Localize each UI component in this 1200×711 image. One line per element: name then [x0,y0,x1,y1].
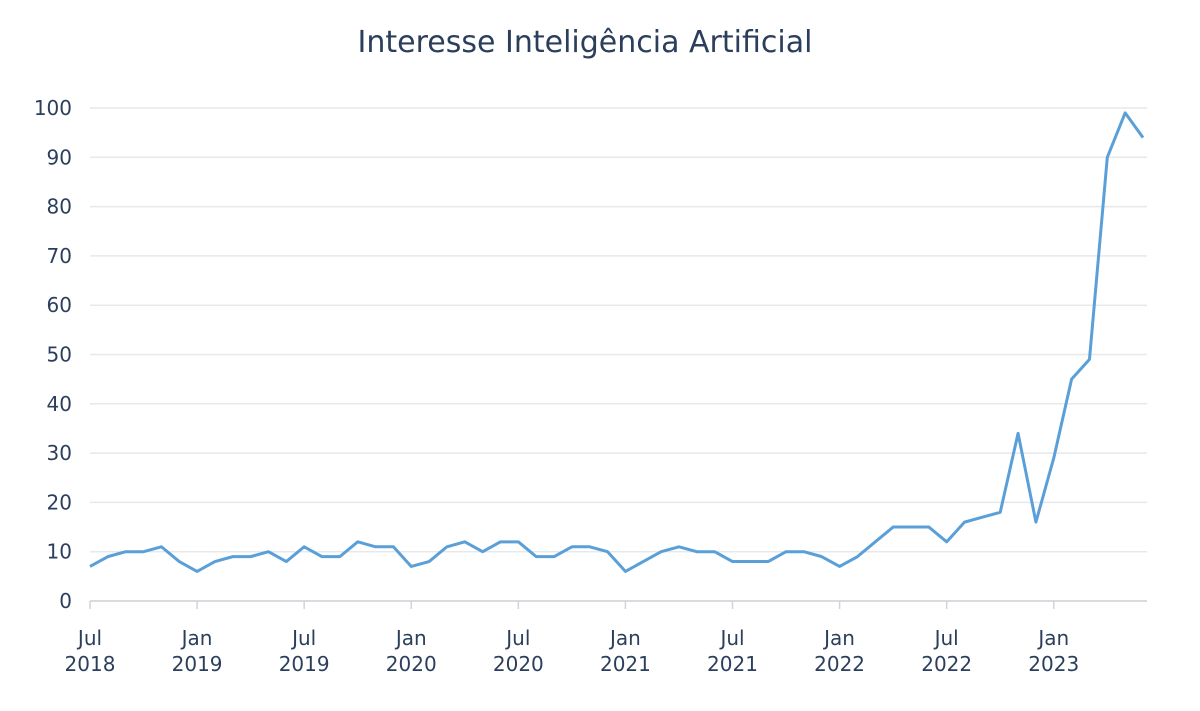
y-tick-label: 100 [34,96,72,120]
y-tick-label: 50 [47,343,72,367]
x-tick-label: 2020 [493,652,544,676]
y-tick-label: 0 [59,589,72,613]
x-tick-label: 2019 [172,652,223,676]
y-tick-label: 20 [47,490,72,514]
y-tick-label: 70 [47,244,72,268]
y-tick-label: 30 [47,441,72,465]
x-tick-label: 2018 [65,652,116,676]
y-tick-label: 40 [47,392,72,416]
x-tick-label: Jul [290,626,316,650]
x-tick-label: Jan [180,626,213,650]
x-tick-label: Jan [394,626,427,650]
x-tick-label: 2021 [707,652,758,676]
x-tick-label: Jul [504,626,530,650]
y-tick-label: 60 [47,293,72,317]
chart-title: Interesse Inteligência Artificial [358,25,813,60]
y-tick-label: 80 [47,195,72,219]
x-tick-label: Jan [822,626,855,650]
x-tick-label: 2019 [279,652,330,676]
x-tick-label: 2020 [386,652,437,676]
x-tick-label: 2023 [1028,652,1079,676]
y-tick-label: 10 [47,540,72,564]
data-line [89,111,1145,573]
x-tick-label: Jul [76,626,102,650]
x-tick-label: 2022 [814,652,865,676]
x-tick-label: Jul [718,626,744,650]
y-tick-label: 90 [47,145,72,169]
x-tick-label: Jul [933,626,959,650]
x-tick-label: 2021 [600,652,651,676]
x-tick-label: 2022 [921,652,972,676]
x-tick-label: Jan [1036,626,1069,650]
x-tick-label: Jan [608,626,641,650]
